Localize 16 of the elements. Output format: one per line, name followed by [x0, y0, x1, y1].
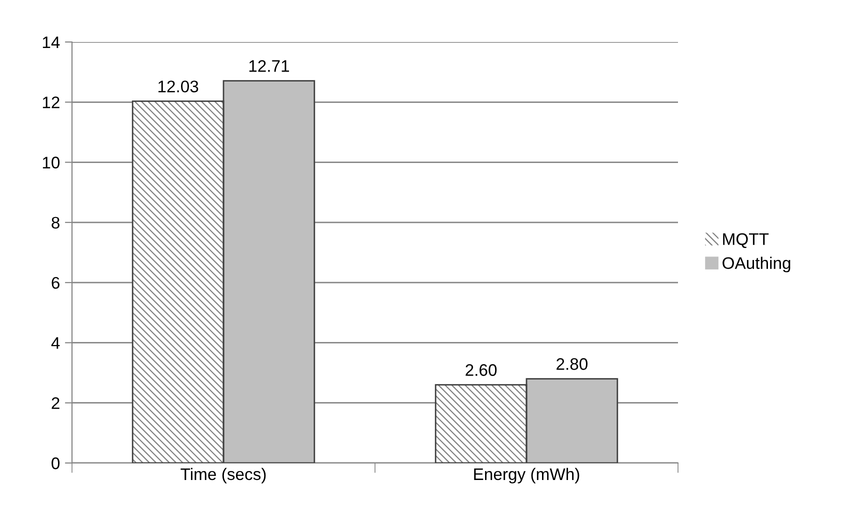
- y-tick-label: 6: [52, 276, 60, 289]
- y-tick-label: 14: [42, 36, 60, 48]
- data-label: 2.60: [466, 364, 497, 376]
- data-label: 12.03: [158, 80, 198, 92]
- y-tick-label: 10: [42, 156, 60, 168]
- data-label: 12.71: [249, 60, 289, 72]
- legend-label: OAuthing: [722, 256, 790, 272]
- y-tick-label: 2: [52, 397, 60, 409]
- data-label: 2.80: [556, 358, 588, 370]
- y-tick-label: 12: [42, 96, 60, 108]
- legend-label: MQTT: [723, 233, 769, 248]
- x-tick-label: Energy (mWh): [474, 468, 580, 484]
- y-tick-label: 4: [51, 337, 60, 349]
- y-tick-label: 8: [52, 216, 60, 229]
- x-tick-label: Time (secs): [180, 468, 266, 484]
- y-tick-label: 0: [52, 457, 60, 470]
